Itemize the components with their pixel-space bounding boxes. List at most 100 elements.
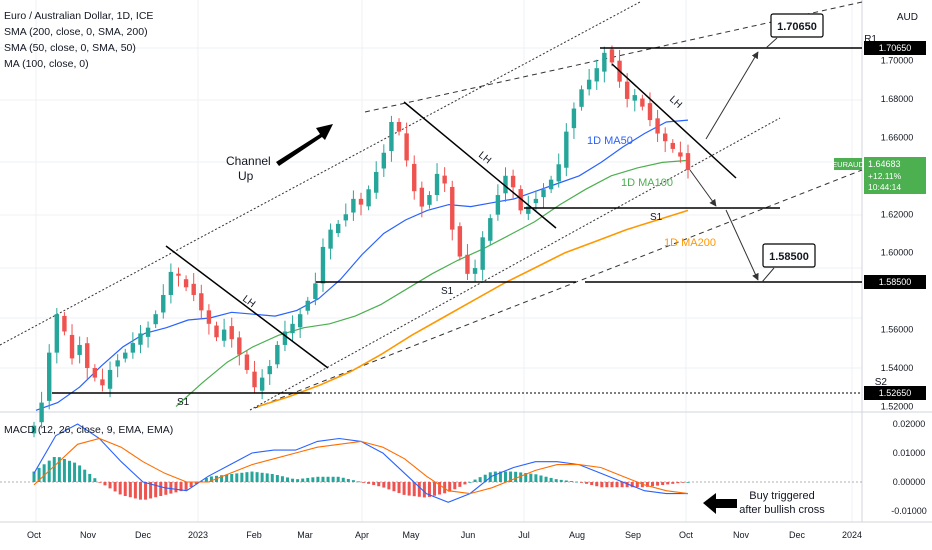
candle[interactable]: [351, 198, 356, 213]
support-resistance-lines[interactable]: [52, 47, 862, 394]
candle[interactable]: [434, 173, 440, 196]
candle[interactable]: [579, 89, 584, 107]
candle[interactable]: [662, 133, 668, 142]
arrow-down-short[interactable]: [689, 169, 717, 207]
ma50-line[interactable]: [35, 119, 689, 411]
candle[interactable]: [191, 283, 196, 295]
candle[interactable]: [183, 279, 189, 288]
candle[interactable]: [533, 198, 539, 204]
candle[interactable]: [442, 175, 447, 184]
candle[interactable]: [541, 189, 546, 198]
candle[interactable]: [297, 314, 303, 328]
candle[interactable]: [526, 206, 531, 214]
candle[interactable]: [62, 315, 67, 332]
candle[interactable]: [290, 323, 295, 334]
candle[interactable]: [54, 314, 60, 353]
legend-ma100[interactable]: MA (100, close, 0): [4, 58, 89, 70]
candle[interactable]: [221, 329, 227, 341]
candle[interactable]: [282, 331, 288, 345]
candle[interactable]: [556, 164, 561, 182]
candle[interactable]: [389, 121, 394, 152]
candle[interactable]: [510, 175, 516, 188]
candle[interactable]: [100, 379, 105, 386]
legend-sma200[interactable]: SMA (200, close, 0, SMA, 200): [4, 26, 148, 38]
candle[interactable]: [655, 118, 660, 134]
candle[interactable]: [252, 371, 257, 388]
price-axis[interactable]: 1.70000 1.68000 1.66000 1.62000 1.60000 1.560…: [881, 55, 914, 411]
candle[interactable]: [31, 425, 37, 434]
candle[interactable]: [176, 273, 181, 276]
candle[interactable]: [47, 352, 52, 401]
candle[interactable]: [495, 195, 501, 215]
candle[interactable]: [335, 223, 341, 234]
candle[interactable]: [586, 79, 592, 90]
candle[interactable]: [427, 195, 432, 205]
candle[interactable]: [685, 153, 691, 171]
candle[interactable]: [130, 343, 136, 353]
candle[interactable]: [488, 218, 493, 241]
candle[interactable]: [244, 354, 250, 370]
candle[interactable]: [503, 175, 508, 194]
candle[interactable]: [609, 49, 615, 63]
candle[interactable]: [396, 121, 402, 132]
candle[interactable]: [214, 325, 219, 338]
lh-line-3[interactable]: [611, 63, 737, 179]
time-axis[interactable]: Oct Nov Dec 2023 Feb Mar Apr May Jun Jul Aug Sep Oct…: [27, 530, 862, 540]
candle[interactable]: [571, 108, 577, 129]
ma100-line[interactable]: [175, 159, 689, 407]
lower-high-lines[interactable]: [165, 63, 737, 369]
projection-arrows[interactable]: [689, 37, 778, 283]
candle[interactable]: [374, 171, 379, 193]
candle[interactable]: [85, 343, 90, 369]
macd-axis[interactable]: 0.02000 0.01000 0.00000 -0.01000: [891, 419, 927, 516]
arrow-down-target[interactable]: [725, 209, 759, 281]
candle[interactable]: [267, 366, 272, 375]
candle[interactable]: [77, 344, 82, 355]
symbol-title[interactable]: Euro / Australian Dollar, 1D, ICE: [4, 10, 154, 22]
lh-line-1[interactable]: [165, 245, 329, 369]
candle[interactable]: [465, 254, 470, 274]
candle[interactable]: [138, 333, 143, 345]
candle[interactable]: [480, 237, 485, 270]
candle[interactable]: [404, 133, 409, 161]
candle[interactable]: [678, 152, 683, 157]
candle[interactable]: [624, 81, 630, 99]
candle[interactable]: [320, 246, 326, 284]
candle[interactable]: [168, 271, 174, 295]
candle[interactable]: [107, 369, 113, 389]
candle[interactable]: [313, 283, 318, 300]
candle[interactable]: [419, 187, 425, 207]
candle[interactable]: [153, 314, 158, 325]
candle[interactable]: [259, 377, 265, 391]
candle[interactable]: [381, 152, 387, 169]
arrow-up-target[interactable]: [705, 51, 759, 140]
candle[interactable]: [358, 198, 364, 205]
candle[interactable]: [69, 334, 75, 359]
candle[interactable]: [564, 131, 569, 168]
candle[interactable]: [123, 352, 128, 359]
candle[interactable]: [92, 368, 98, 378]
candle[interactable]: [115, 360, 120, 367]
candle[interactable]: [39, 402, 44, 423]
signal-line[interactable]: [33, 437, 689, 495]
candle[interactable]: [328, 229, 333, 249]
macd-legend[interactable]: MACD (12, 26, close, 9, EMA, EMA): [4, 424, 174, 436]
candle[interactable]: [145, 327, 151, 337]
candle[interactable]: [472, 268, 478, 274]
candle[interactable]: [548, 179, 554, 190]
candle[interactable]: [305, 300, 310, 311]
candle[interactable]: [366, 189, 371, 207]
candle[interactable]: [275, 344, 280, 365]
candle[interactable]: [199, 293, 204, 311]
target-high-callout[interactable]: 1.70650: [770, 13, 824, 38]
legend-sma50[interactable]: SMA (50, close, 0, SMA, 50): [4, 42, 136, 54]
candle[interactable]: [602, 52, 607, 72]
ma200-line[interactable]: [257, 209, 689, 408]
candle[interactable]: [670, 142, 675, 149]
candle[interactable]: [457, 226, 463, 257]
channel-upper-line[interactable]: [0, 1, 641, 346]
candle[interactable]: [647, 103, 653, 121]
candle[interactable]: [237, 337, 242, 355]
macd-histogram[interactable]: [32, 456, 690, 500]
